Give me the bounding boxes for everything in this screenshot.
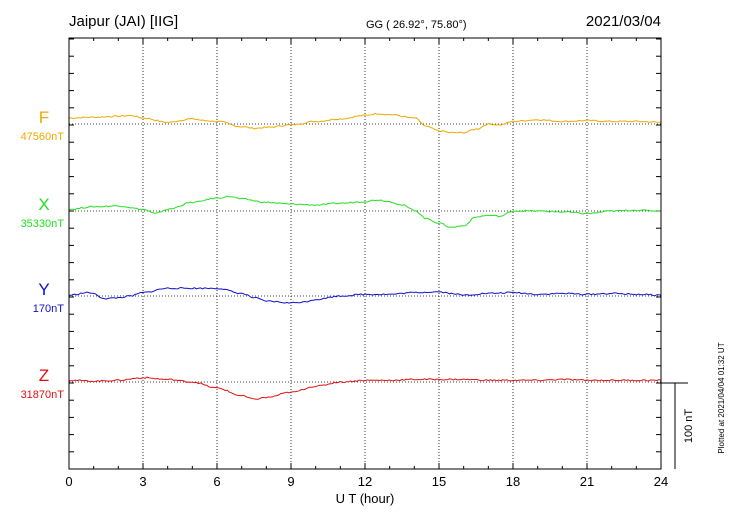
series-name-y: Y [38,280,49,299]
x-tick-label: 15 [432,474,446,489]
x-tick-labels: 0 3 6 9 12 15 18 21 24 [65,474,668,489]
x-tick-label: 3 [139,474,146,489]
coordinates-label: GG ( 26.92°, 75.80°) [366,19,467,31]
series-line-z [68,376,662,400]
x-tick-label: 12 [358,474,372,489]
plotted-note: Plotted at 2021/04/04 01:32 UT [717,342,726,453]
date-label: 2021/03/04 [586,13,661,30]
series-baseline-value: 47560nT [21,131,65,143]
station-title: Jaipur (JAI) [IIG] [69,13,178,30]
series-name-f: F [39,108,49,127]
x-tick-label: 6 [213,474,220,489]
scale-bar: 100 nT [661,382,695,469]
x-tick-label: 9 [287,474,294,489]
plot-frame [68,37,662,470]
x-axis-label: U T (hour) [336,491,395,506]
series-name-x: X [38,195,49,214]
series-baseline-value: 170nT [33,303,64,315]
series-baseline-value: 31870nT [21,389,65,401]
x-tick-label: 18 [506,474,520,489]
series-line-x [68,195,662,228]
series-line-y [68,287,662,304]
series-labels: F 47560nT X 35330nT Y 170nT Z 31870nT [21,108,65,401]
series-group [68,112,662,400]
scale-label: 100 nT [683,409,695,444]
series-baseline-value: 35330nT [21,218,65,230]
x-tick-label: 24 [654,474,668,489]
series-name-z: Z [39,366,49,385]
x-tick-label: 21 [580,474,594,489]
series-line-f [68,112,662,134]
x-tick-label: 0 [65,474,72,489]
